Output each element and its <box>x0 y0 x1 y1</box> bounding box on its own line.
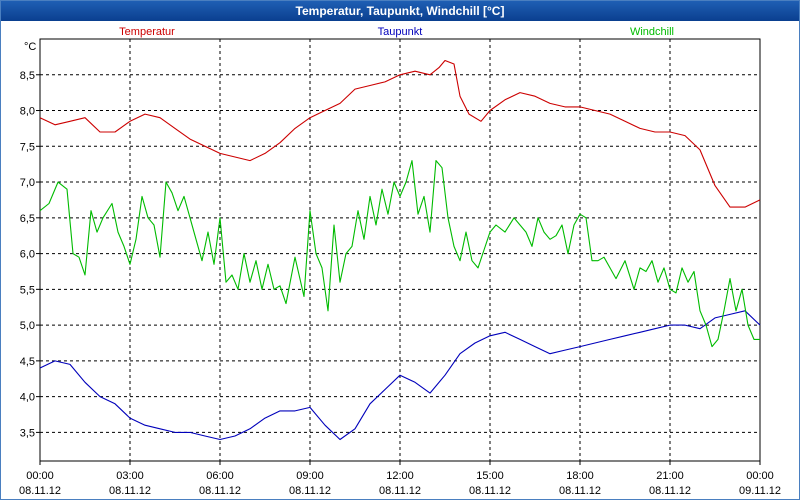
x-tick-time: 09:00 <box>296 470 324 482</box>
y-tick-label: 8,5 <box>20 70 35 82</box>
x-tick-date: 08.11.12 <box>649 485 691 497</box>
x-tick-time: 21:00 <box>656 470 684 482</box>
x-tick-date: 08.11.12 <box>19 485 61 497</box>
x-tick-date: 09.11.12 <box>739 485 781 497</box>
y-axis-label: °C <box>24 41 36 53</box>
y-tick-label: 6,5 <box>20 213 35 225</box>
y-tick-label: 4,5 <box>20 356 35 368</box>
y-tick-label: 6,0 <box>20 249 35 261</box>
series-line-taupunkt <box>39 310 761 441</box>
x-tick-time: 00:00 <box>26 470 54 482</box>
y-axis: 3,5 4,0 4,5 5,0 5,5 6,0 6,5 7,0 7,5 8,0 8,5 <box>20 70 40 439</box>
x-tick-time: 12:00 <box>386 470 414 482</box>
y-tick-label: 7,0 <box>20 177 35 189</box>
x-tick-date: 08.11.12 <box>289 485 331 497</box>
y-tick-label: 7,5 <box>20 141 35 153</box>
x-tick-date: 08.11.12 <box>379 485 421 497</box>
x-tick-time: 00:00 <box>746 470 774 482</box>
series-line-windchill <box>39 160 760 348</box>
x-tick-date: 08.11.12 <box>109 485 151 497</box>
legend-taupunkt: Taupunkt <box>378 26 423 38</box>
series-group <box>39 59 761 441</box>
x-tick-time: 18:00 <box>566 470 594 482</box>
x-tick-date: 08.11.12 <box>559 485 601 497</box>
x-tick-time: 03:00 <box>116 470 144 482</box>
y-tick-label: 5,0 <box>20 320 35 332</box>
y-tick-label: 5,5 <box>20 284 35 296</box>
x-tick-date: 08.11.12 <box>199 485 241 497</box>
legend-windchill: Windchill <box>630 26 674 38</box>
x-axis: 00:00 08.11.12 03:00 08.11.12 06:00 08.11.12 0… <box>19 461 781 497</box>
legend-temperatur: Temperatur <box>119 26 175 38</box>
y-tick-label: 8,0 <box>20 106 35 118</box>
x-tick-time: 15:00 <box>476 470 504 482</box>
x-tick-date: 08.11.12 <box>469 485 511 497</box>
x-tick-time: 06:00 <box>206 470 234 482</box>
grid-lines <box>40 39 760 461</box>
series-line-temperatur <box>39 59 761 208</box>
y-tick-label: 3,5 <box>20 427 35 439</box>
y-tick-label: 4,0 <box>20 392 35 404</box>
window-title: Temperatur, Taupunkt, Windchill [°C] <box>1 1 799 21</box>
